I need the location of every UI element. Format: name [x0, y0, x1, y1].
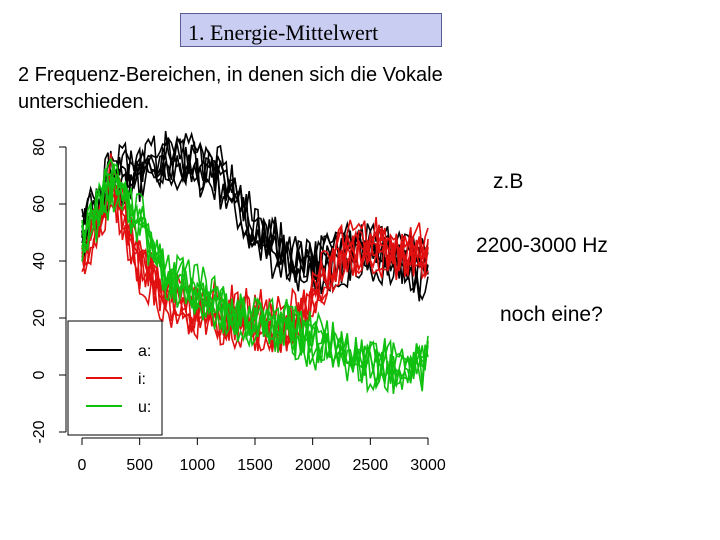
series-line-3-2	[81, 174, 429, 394]
note-question: noch eine?	[500, 303, 603, 326]
legend-label: i:	[138, 371, 146, 388]
legend-label: u:	[138, 399, 151, 416]
slide-title: 1. Energie-Mittelwert	[180, 13, 442, 47]
x-tick-label: 2500	[353, 457, 389, 474]
intro-text: 2 Frequenz-Bereichen, in denen sich die …	[18, 64, 443, 113]
x-tick-label: 1000	[180, 457, 216, 474]
x-tick-label: 0	[78, 457, 87, 474]
y-tick-label: 0	[31, 370, 48, 379]
series-line-3-6	[81, 163, 429, 380]
legend-label: a:	[138, 343, 151, 360]
plot-lines	[81, 130, 429, 394]
x-tick-label: 500	[126, 457, 153, 474]
series-line-3-5	[81, 163, 429, 388]
series-line-3-3	[81, 174, 429, 394]
legend: a: i: u:	[67, 320, 163, 436]
x-tick-label: 2000	[295, 457, 331, 474]
y-tick-label: 40	[31, 252, 48, 270]
y-tick-label: 60	[31, 195, 48, 213]
note-example: z.B	[493, 170, 524, 193]
y-tick-label: 20	[31, 309, 48, 327]
series-line-1-6	[81, 130, 429, 278]
series-line-2-6	[81, 184, 429, 353]
y-tick-label: 80	[31, 138, 48, 156]
axes: 0 500 1000 1500 2000 2500 3000 -20 0 20 40 60 80	[31, 138, 446, 474]
x-tick-label: 1500	[237, 457, 273, 474]
x-tick-label: 3000	[410, 457, 446, 474]
y-tick-label: -20	[31, 420, 48, 443]
note-frequency-range: 2200-3000 Hz	[476, 234, 608, 257]
